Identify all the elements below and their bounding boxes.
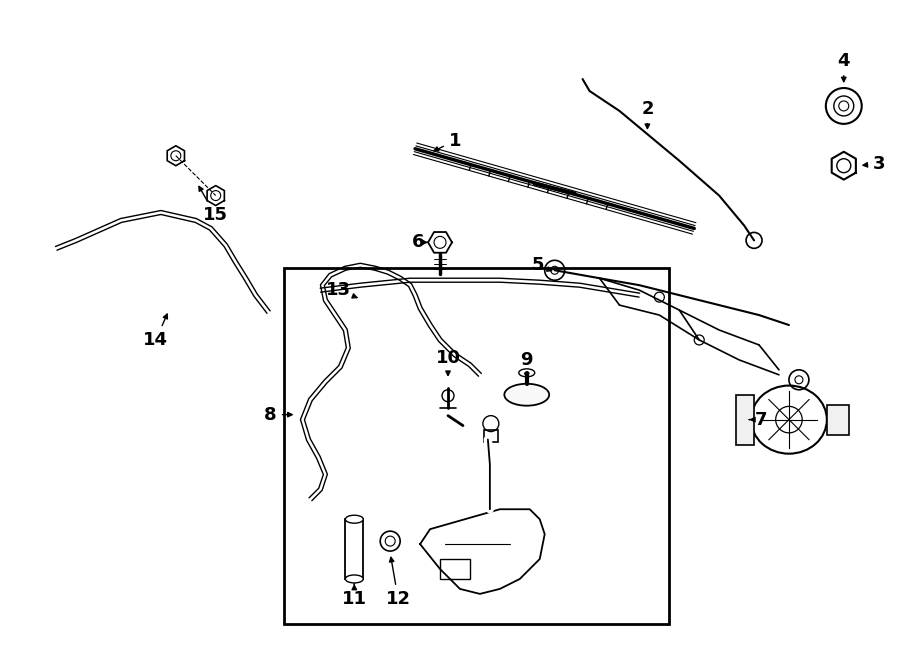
Bar <box>284 268 670 624</box>
Ellipse shape <box>346 575 364 583</box>
Text: 3: 3 <box>863 155 885 173</box>
Text: 11: 11 <box>342 584 367 608</box>
Bar <box>484 430 498 442</box>
Text: 7: 7 <box>749 410 768 428</box>
Text: 12: 12 <box>386 557 410 608</box>
Text: 13: 13 <box>326 281 357 299</box>
Text: 6: 6 <box>412 233 427 251</box>
Bar <box>736 395 754 444</box>
Bar <box>440 559 470 579</box>
Ellipse shape <box>346 515 364 524</box>
Text: 1: 1 <box>434 132 461 151</box>
Bar <box>827 405 849 434</box>
Ellipse shape <box>518 369 535 377</box>
Ellipse shape <box>504 384 549 406</box>
Text: 5: 5 <box>532 256 552 274</box>
Text: 10: 10 <box>436 349 461 375</box>
Text: 9: 9 <box>520 351 533 377</box>
Text: 15: 15 <box>199 186 229 225</box>
Bar <box>346 519 364 579</box>
Text: 14: 14 <box>143 314 168 349</box>
Text: 8: 8 <box>265 406 292 424</box>
Text: 2: 2 <box>641 100 653 128</box>
Text: 4: 4 <box>838 52 850 82</box>
